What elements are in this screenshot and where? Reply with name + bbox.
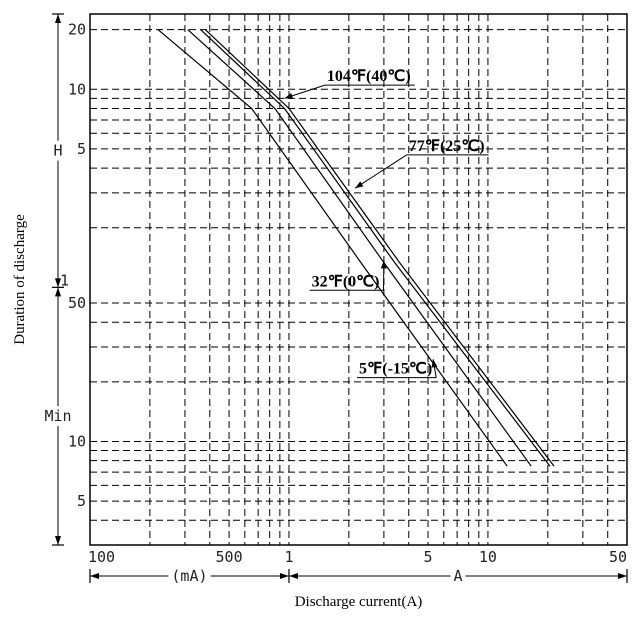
arrow-icon	[380, 260, 387, 269]
curve-label-3: 5℉(-15℃)	[359, 361, 432, 378]
y-axis-arrow-icon	[55, 278, 61, 288]
x-unit-label-0: (mA)	[171, 567, 207, 585]
plot-frame	[89, 13, 628, 546]
y-tick-label-2: 5	[77, 140, 86, 158]
x-axis-arrow-icon	[279, 573, 289, 579]
y-axis-arrow-icon	[55, 536, 61, 545]
y-axis-arrow-icon	[55, 287, 61, 297]
y-unit-label-0: H	[53, 142, 62, 160]
y-unit-label-bg	[52, 140, 64, 161]
arrow-icon	[431, 359, 438, 368]
x-axis-label: Discharge current(A)	[295, 594, 423, 610]
y-unit-label-1: Min	[44, 407, 71, 425]
y-tick-label-6: 5	[77, 492, 86, 510]
y-tick-label-0: 20	[68, 21, 86, 39]
x-tick-label-3: 5	[424, 548, 433, 566]
curve-leader-line	[354, 154, 408, 189]
x-tick-label-4: 10	[479, 548, 497, 566]
y-axis-label: Duration of discharge	[12, 214, 28, 345]
arrow-icon	[284, 93, 294, 99]
curve-label-1: 77℉(25℃)	[409, 138, 485, 155]
curve-label-2: 32℉(0℃)	[312, 273, 380, 290]
x-tick-label-1: 500	[216, 548, 243, 566]
curve-label-0: 104℉(40℃)	[327, 68, 411, 85]
arrow-icon	[355, 181, 364, 189]
series-line-2	[187, 29, 532, 467]
series-line-1	[200, 29, 551, 467]
y-tick-label-5: 10	[68, 432, 86, 450]
y-axis-arrow-icon	[55, 14, 61, 23]
x-axis: 100 500 1 5 10 50 (mA) A	[88, 548, 628, 585]
x-axis-arrow-icon	[288, 573, 298, 579]
x-unit-label-bg	[450, 567, 466, 585]
curves	[157, 29, 555, 467]
y-tick-label-3: 1	[60, 271, 69, 289]
grid	[90, 14, 627, 546]
y-tick-label-1: 10	[68, 80, 86, 98]
series-line-0	[204, 29, 555, 467]
x-unit-label-bg	[168, 567, 211, 585]
y-unit-label-bg	[43, 406, 73, 427]
x-tick-label-2: 1	[284, 548, 293, 566]
y-tick-label-4: 50	[68, 294, 86, 312]
x-tick-label-5: 50	[609, 548, 627, 566]
curve-annotations: 104℉(40℃) 77℉(25℃) 32℉(0℃) 5℉(-15℃)	[284, 68, 489, 379]
x-tick-label-0: 100	[88, 548, 115, 566]
x-unit-label-1: A	[453, 567, 462, 585]
x-axis-arrow-icon	[618, 573, 627, 579]
x-axis-arrow-icon	[90, 573, 99, 579]
series-line-3	[157, 29, 508, 467]
